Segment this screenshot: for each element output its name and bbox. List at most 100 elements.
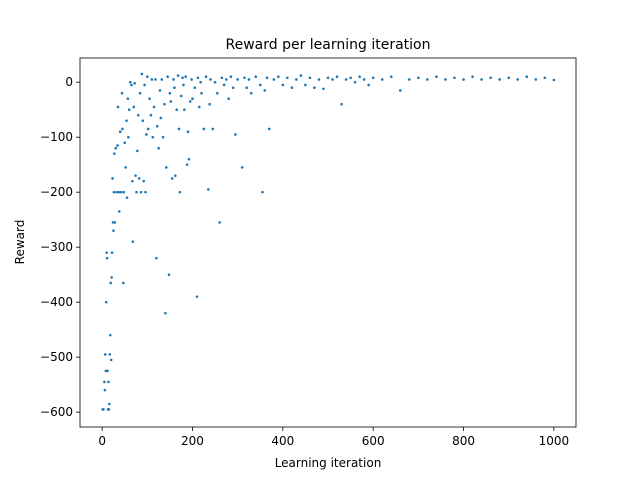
point — [103, 388, 107, 392]
point — [144, 190, 147, 194]
point — [349, 76, 352, 80]
point — [105, 256, 109, 260]
point — [104, 369, 108, 373]
point — [344, 78, 348, 81]
point — [317, 78, 321, 81]
point — [209, 78, 212, 81]
point — [164, 166, 168, 169]
point — [362, 78, 366, 81]
point — [265, 76, 269, 80]
point — [122, 190, 126, 194]
point — [120, 91, 124, 95]
y-tick-label: −500 — [40, 350, 73, 364]
point — [174, 174, 177, 177]
plot-frame — [79, 57, 577, 428]
point — [367, 83, 370, 87]
point — [137, 177, 141, 180]
point — [155, 256, 158, 260]
point — [160, 78, 164, 81]
point — [444, 78, 447, 81]
point — [240, 166, 244, 169]
point — [146, 75, 149, 78]
point — [175, 108, 178, 111]
point — [124, 166, 127, 169]
point — [236, 78, 239, 81]
point — [112, 190, 116, 194]
point — [184, 75, 188, 78]
point — [164, 311, 167, 315]
point — [128, 80, 132, 84]
point — [112, 229, 115, 232]
point — [193, 86, 197, 89]
point — [102, 408, 105, 411]
point — [453, 76, 456, 80]
point — [131, 179, 134, 183]
point — [145, 133, 148, 136]
point — [190, 78, 193, 81]
point — [152, 105, 156, 109]
y-tick-label: 0 — [65, 75, 73, 89]
point — [116, 144, 119, 147]
point — [525, 75, 529, 78]
point — [158, 89, 162, 92]
point — [141, 119, 145, 122]
point — [295, 78, 298, 81]
point — [167, 273, 171, 276]
point — [534, 78, 538, 81]
point — [426, 78, 429, 81]
point — [148, 97, 151, 100]
point — [380, 78, 384, 81]
point — [126, 97, 130, 100]
point — [150, 78, 154, 81]
point — [111, 177, 114, 180]
point — [183, 108, 186, 111]
point — [225, 78, 228, 81]
point — [243, 76, 246, 80]
point — [132, 105, 136, 109]
point — [489, 76, 492, 80]
point — [103, 380, 106, 384]
point — [113, 152, 116, 155]
point — [196, 76, 200, 80]
point — [123, 141, 127, 144]
point — [188, 100, 192, 103]
point — [480, 78, 483, 81]
x-axis-label: Learning iteration — [275, 456, 382, 470]
point — [507, 76, 510, 80]
point — [134, 174, 137, 177]
point — [261, 190, 264, 194]
point — [149, 113, 153, 117]
point — [106, 369, 109, 373]
point — [146, 127, 150, 131]
point — [114, 146, 117, 150]
point — [110, 276, 113, 279]
point — [299, 74, 303, 77]
point — [258, 83, 262, 87]
point — [389, 75, 393, 78]
point — [178, 190, 182, 194]
point — [231, 86, 235, 89]
point — [181, 76, 184, 80]
point — [125, 119, 128, 122]
point — [435, 75, 438, 78]
point — [116, 105, 120, 109]
point — [543, 76, 547, 80]
point — [172, 78, 175, 81]
y-tick-label: −200 — [40, 185, 73, 199]
point — [185, 163, 189, 166]
point — [326, 76, 330, 80]
point — [247, 78, 251, 81]
point — [111, 221, 115, 224]
point — [371, 76, 375, 80]
point — [117, 190, 121, 194]
point — [308, 76, 312, 80]
point — [187, 157, 191, 161]
point — [254, 75, 258, 78]
point — [119, 190, 123, 194]
point — [206, 188, 210, 191]
point — [138, 91, 142, 95]
point — [159, 116, 163, 120]
point — [304, 83, 307, 87]
point — [115, 190, 118, 194]
point — [170, 177, 174, 180]
